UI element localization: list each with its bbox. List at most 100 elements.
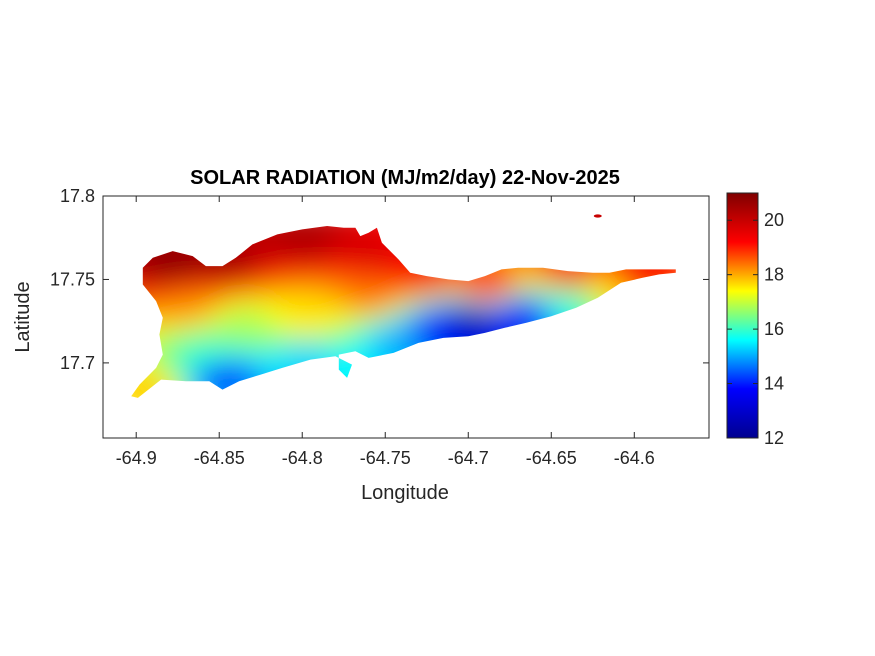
colorbar-tick-label: 18 bbox=[764, 265, 784, 285]
field-cell bbox=[373, 321, 382, 329]
field-cell bbox=[493, 281, 501, 289]
field-cell bbox=[360, 301, 368, 309]
field-cell bbox=[194, 361, 202, 369]
field-cell bbox=[413, 321, 422, 329]
field-cell bbox=[393, 307, 402, 316]
field-cell bbox=[519, 274, 528, 283]
field-cell bbox=[420, 334, 428, 343]
field-cell bbox=[260, 361, 269, 369]
field-cell bbox=[293, 267, 302, 276]
field-cell bbox=[320, 301, 329, 309]
field-cell bbox=[154, 267, 163, 276]
field-cell bbox=[566, 287, 574, 296]
field-cell bbox=[234, 287, 242, 296]
field-cell bbox=[227, 314, 236, 323]
field-cell bbox=[506, 267, 514, 276]
field-cell bbox=[307, 301, 315, 309]
field-cell bbox=[220, 381, 229, 389]
field-cell bbox=[267, 314, 275, 323]
field-cell bbox=[174, 327, 182, 336]
field-cell bbox=[247, 254, 255, 263]
field-cell bbox=[267, 294, 275, 303]
field-cell bbox=[566, 267, 574, 276]
field-cell bbox=[499, 314, 508, 323]
field-cell bbox=[546, 267, 554, 276]
field-cell bbox=[426, 321, 435, 329]
field-cell bbox=[406, 327, 415, 336]
field-cell bbox=[161, 321, 169, 329]
field-cell bbox=[526, 301, 534, 309]
field-cell bbox=[194, 354, 202, 363]
field-cell bbox=[240, 307, 249, 316]
field-cell bbox=[367, 227, 375, 236]
field-cell bbox=[134, 387, 143, 396]
x-tick-label: -64.85 bbox=[194, 448, 245, 468]
field-cell bbox=[380, 327, 388, 336]
field-cell bbox=[240, 347, 249, 356]
islet-mark bbox=[593, 214, 602, 218]
field-cell bbox=[194, 374, 202, 383]
field-cell bbox=[287, 274, 295, 283]
field-cell bbox=[400, 321, 408, 329]
field-cell bbox=[506, 294, 514, 303]
field-cell bbox=[293, 321, 302, 329]
field-cell bbox=[340, 341, 348, 349]
field-cell bbox=[353, 327, 362, 336]
field-cell bbox=[440, 301, 448, 309]
field-cell bbox=[154, 287, 163, 296]
field-cell bbox=[552, 287, 561, 296]
field-cell bbox=[207, 321, 216, 329]
field-cell bbox=[267, 361, 275, 369]
field-cell bbox=[453, 314, 461, 323]
field-cell bbox=[380, 241, 388, 249]
field-cell bbox=[227, 374, 236, 383]
field-cell bbox=[533, 314, 541, 323]
field-cell bbox=[499, 281, 508, 289]
field-cell bbox=[274, 314, 282, 323]
field-cell bbox=[300, 254, 309, 263]
field-cell bbox=[360, 314, 368, 323]
field-cell bbox=[287, 321, 295, 329]
field-cell bbox=[260, 287, 269, 296]
field-cell bbox=[313, 261, 322, 269]
field-cell bbox=[187, 267, 196, 276]
field-cell bbox=[340, 321, 348, 329]
field-cell bbox=[552, 301, 561, 309]
field-cell bbox=[559, 287, 568, 296]
field-cell bbox=[406, 287, 415, 296]
field-cell bbox=[260, 347, 269, 356]
field-cell bbox=[234, 307, 242, 316]
field-cell bbox=[214, 334, 222, 343]
field-cell bbox=[300, 287, 309, 296]
field-cell bbox=[280, 327, 289, 336]
field-cell bbox=[141, 381, 149, 389]
field-cell bbox=[293, 294, 302, 303]
field-cell bbox=[413, 274, 422, 283]
field-cell bbox=[307, 327, 315, 336]
field-cell bbox=[307, 287, 315, 296]
field-cell bbox=[493, 294, 501, 303]
field-cell bbox=[433, 301, 441, 309]
field-cell bbox=[552, 307, 561, 316]
field-cell bbox=[220, 281, 229, 289]
colorbar-gradient bbox=[726, 192, 759, 439]
field-cell bbox=[340, 294, 348, 303]
field-cell bbox=[181, 254, 189, 263]
field-cell bbox=[267, 247, 275, 256]
field-cell bbox=[141, 281, 149, 289]
field-cell bbox=[360, 267, 368, 276]
field-cell bbox=[254, 341, 262, 349]
field-cell bbox=[254, 267, 262, 276]
field-cell bbox=[380, 347, 388, 356]
field-cell bbox=[579, 287, 588, 296]
field-cell bbox=[519, 294, 528, 303]
field-cell bbox=[293, 347, 302, 356]
field-cell bbox=[220, 267, 229, 276]
field-cell bbox=[194, 314, 202, 323]
field-cell bbox=[161, 281, 169, 289]
field-cell bbox=[300, 354, 309, 363]
field-cell bbox=[493, 274, 501, 283]
field-cell bbox=[353, 261, 362, 269]
field-cell bbox=[227, 261, 236, 269]
field-cell bbox=[393, 281, 402, 289]
